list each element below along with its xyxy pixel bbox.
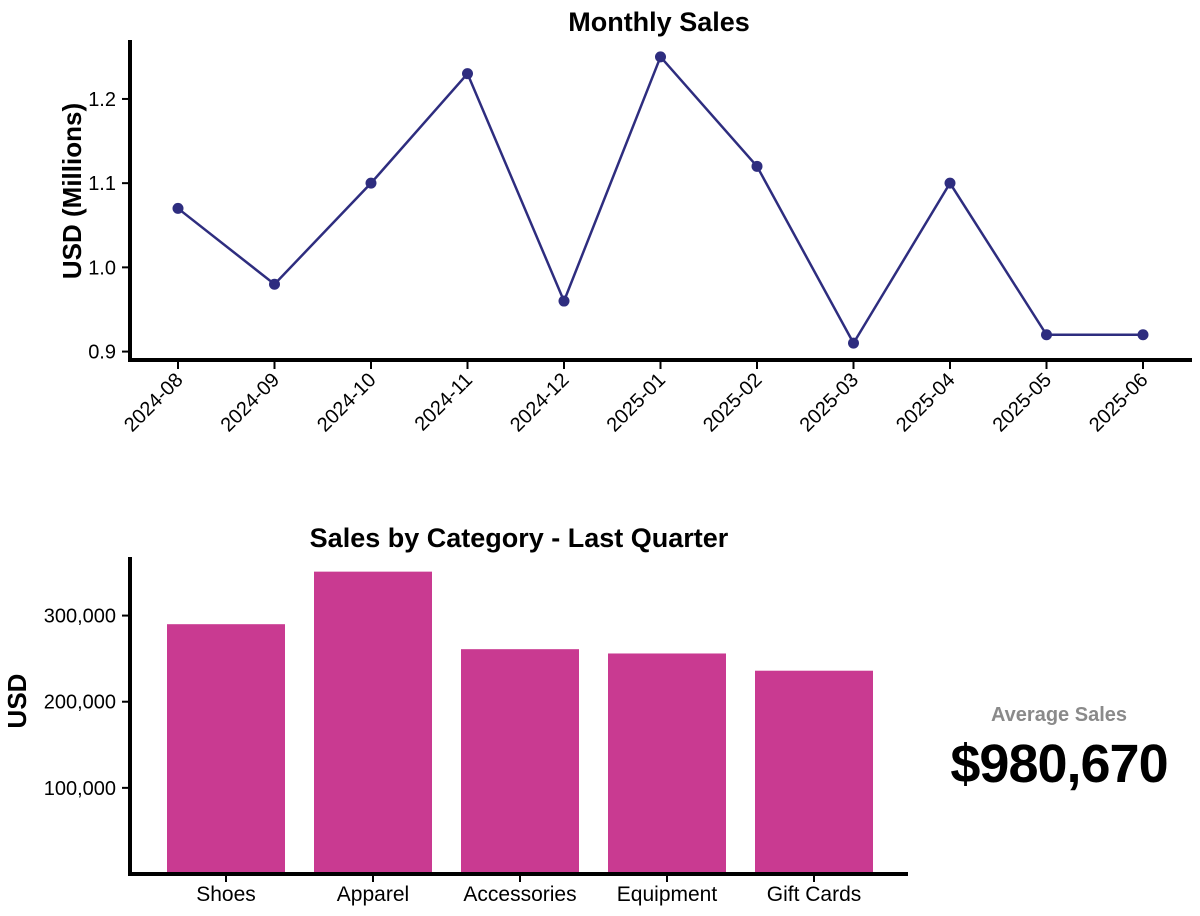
line-y-tick-label: 1.2 bbox=[88, 89, 116, 111]
bar-y-tick-label: 200,000 bbox=[44, 692, 116, 714]
bar-x-tick-label: Accessories bbox=[463, 883, 576, 906]
bar-chart-y-label: USD bbox=[2, 674, 32, 729]
category-sales-bar-chart: Sales by Category - Last Quarter USD 100… bbox=[2, 523, 908, 906]
bar-y-tick-label: 100,000 bbox=[44, 778, 116, 800]
line-y-tick-label: 1.0 bbox=[88, 257, 116, 279]
bar-x-tick-label: Shoes bbox=[196, 883, 256, 906]
line-chart-title: Monthly Sales bbox=[568, 7, 750, 37]
bar-chart-title: Sales by Category - Last Quarter bbox=[310, 523, 729, 553]
line-data-point bbox=[269, 278, 280, 290]
line-x-tick-label: 2025-06 bbox=[1085, 369, 1152, 436]
line-data-point bbox=[944, 177, 956, 189]
category-bar bbox=[167, 624, 285, 874]
line-data-point bbox=[751, 160, 763, 172]
line-data-point bbox=[558, 295, 570, 307]
category-bar bbox=[755, 670, 873, 874]
line-data-point bbox=[1137, 329, 1149, 341]
line-y-tick-label: 0.9 bbox=[88, 342, 116, 364]
line-data-point bbox=[848, 337, 859, 349]
category-bar bbox=[314, 571, 432, 874]
bar-x-tick-label: Gift Cards bbox=[767, 883, 862, 906]
line-data-point bbox=[365, 177, 377, 189]
line-data-point bbox=[1041, 329, 1052, 341]
bar-x-tick-label: Equipment bbox=[617, 883, 718, 906]
average-sales-kpi: Average Sales $980,670 bbox=[930, 704, 1188, 795]
category-bar bbox=[461, 649, 579, 874]
line-x-tick-label: 2025-05 bbox=[989, 369, 1056, 436]
monthly-sales-line-chart: Monthly Sales USD (Millions) 0.9 1.0 1.1 1.… bbox=[57, 7, 1192, 436]
line-data-point bbox=[172, 202, 184, 214]
bar-x-tick-label: Apparel bbox=[337, 883, 409, 906]
average-sales-value: $980,670 bbox=[950, 734, 1168, 794]
line-y-tick-label: 1.1 bbox=[88, 173, 116, 195]
line-chart-y-label: USD (Millions) bbox=[57, 103, 87, 279]
average-sales-label: Average Sales bbox=[990, 704, 1127, 726]
line-data-point bbox=[655, 51, 666, 63]
bar-y-tick-label: 300,000 bbox=[44, 606, 116, 628]
category-bar bbox=[608, 653, 726, 874]
line-data-point bbox=[462, 68, 473, 80]
